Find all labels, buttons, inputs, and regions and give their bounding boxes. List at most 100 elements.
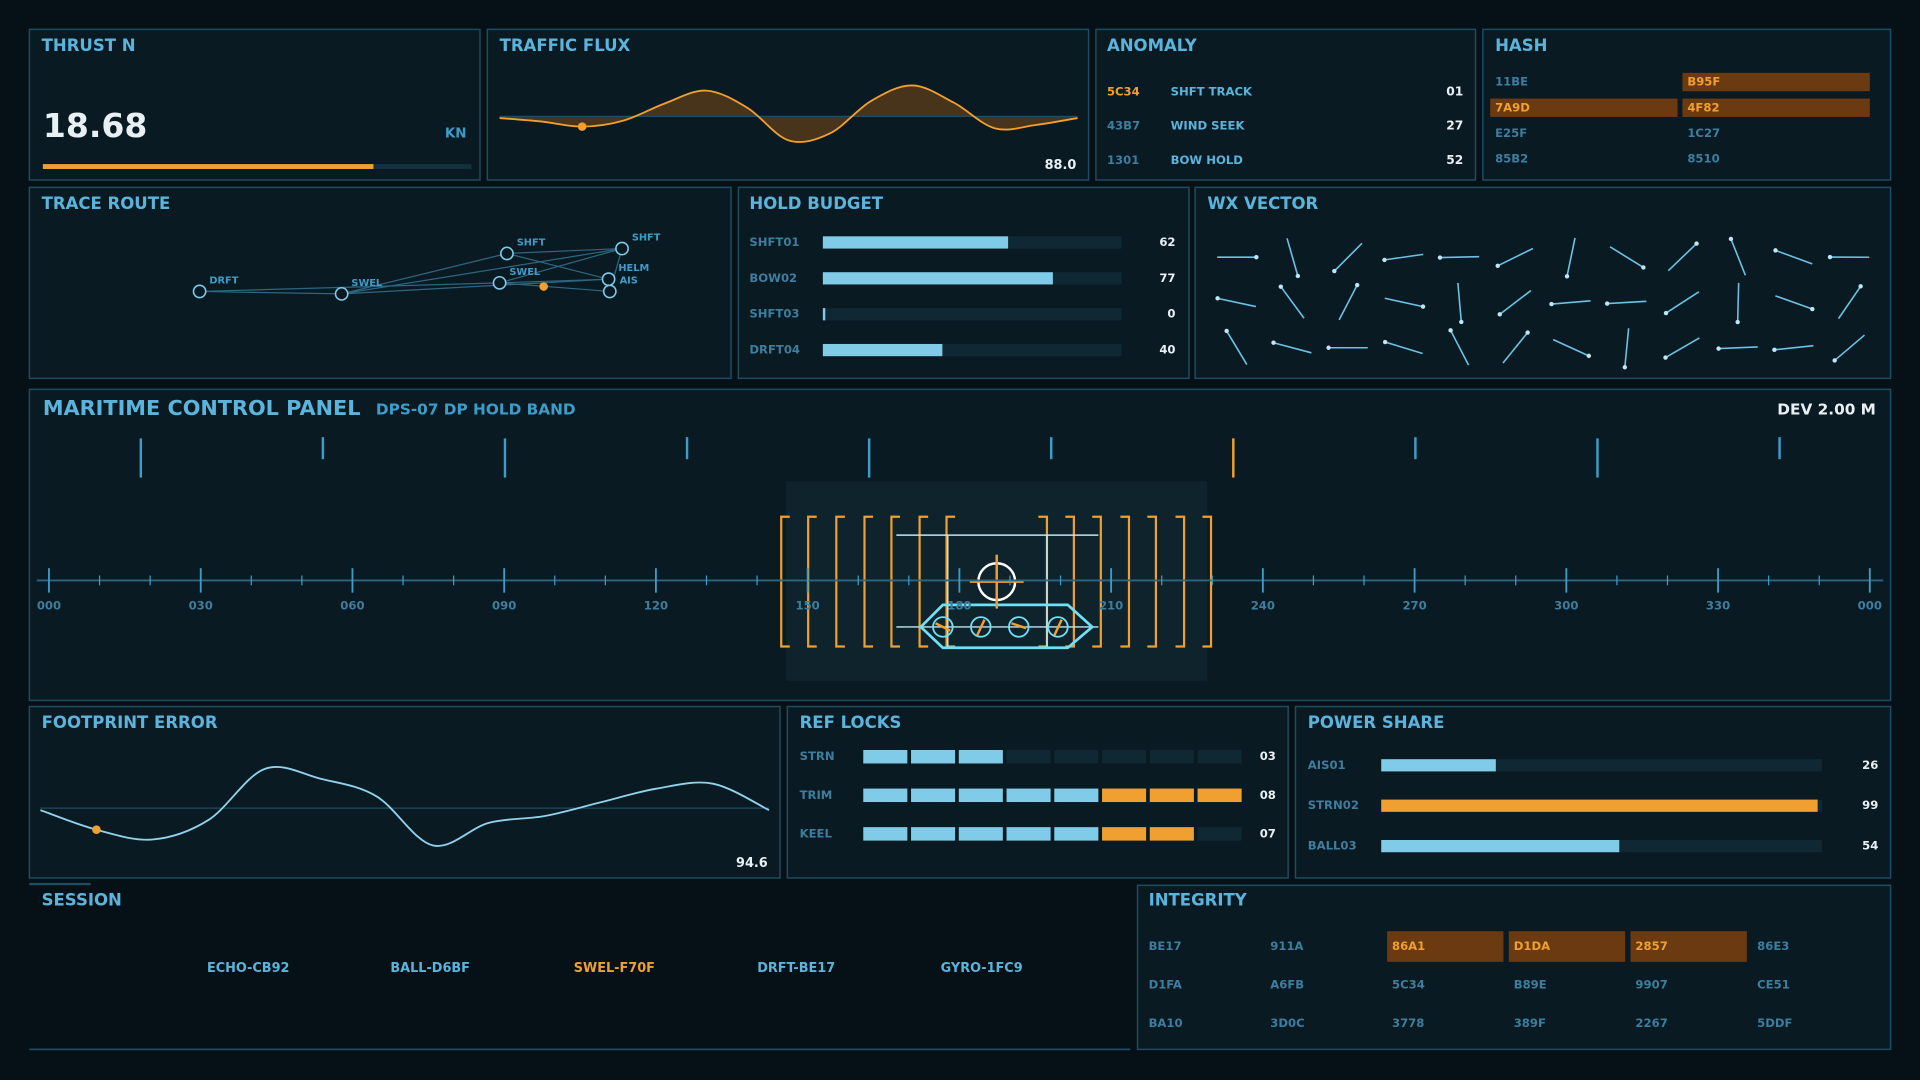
wind-vector bbox=[1665, 337, 1700, 359]
wind-vector-head bbox=[1728, 236, 1734, 242]
heading-label: 000 bbox=[1858, 599, 1882, 613]
lock-segment bbox=[1149, 827, 1194, 841]
route-node bbox=[192, 284, 207, 299]
wind-vector-head bbox=[1382, 257, 1387, 263]
hash-highlight bbox=[1490, 98, 1678, 117]
share-value: 99 bbox=[1862, 798, 1878, 812]
share-label: AIS01 bbox=[1308, 758, 1346, 772]
wind-vector bbox=[1667, 243, 1698, 272]
wind-vector-head bbox=[1420, 304, 1426, 309]
integrity-cell: 3778 bbox=[1392, 1016, 1424, 1030]
wind-vector-head bbox=[1716, 346, 1721, 351]
wind-vector bbox=[1273, 341, 1312, 354]
anomaly-code: 5C34 bbox=[1107, 84, 1140, 98]
hash-highlight bbox=[1682, 72, 1870, 92]
wind-vector-head bbox=[1827, 254, 1833, 260]
lock-segment bbox=[911, 750, 956, 764]
anomaly-value: 52 bbox=[1446, 153, 1463, 167]
route-edge bbox=[506, 247, 623, 255]
panel-title: ANOMALY bbox=[1107, 36, 1198, 55]
hash-cell: E25F bbox=[1495, 126, 1527, 140]
route-edge bbox=[199, 282, 500, 293]
route-node bbox=[615, 241, 629, 256]
lock-segment bbox=[1102, 788, 1147, 803]
wind-vector-head bbox=[1437, 255, 1443, 260]
route-label: SWEL bbox=[351, 278, 382, 289]
route-label: SWEL bbox=[509, 267, 540, 278]
bracket bbox=[863, 515, 874, 648]
panel-title: HASH bbox=[1495, 36, 1547, 55]
wind-vector-head bbox=[1564, 274, 1570, 279]
route-label: DRFT bbox=[209, 275, 238, 286]
wind-vector-head bbox=[1295, 273, 1301, 279]
thrust-value: 18.68 bbox=[43, 106, 148, 145]
bracket bbox=[918, 515, 929, 648]
route-label: SHFT bbox=[517, 237, 546, 248]
bracket bbox=[890, 515, 900, 648]
integrity-cell: CE51 bbox=[1757, 978, 1790, 992]
readout: 94.6 bbox=[736, 856, 768, 871]
panel-title: REF LOCKS bbox=[800, 713, 902, 732]
lock-value: 07 bbox=[1260, 826, 1276, 840]
hash-cell: 8510 bbox=[1687, 152, 1719, 166]
share-label: BALL03 bbox=[1308, 839, 1357, 853]
wx-vector-panel bbox=[1194, 186, 1892, 380]
wind-vector bbox=[1225, 330, 1248, 365]
wind-vector-head bbox=[1586, 353, 1592, 359]
integrity-panel bbox=[1136, 884, 1892, 1051]
route-label: AIS bbox=[620, 275, 638, 286]
wind-vector bbox=[1286, 238, 1299, 277]
wind-vector bbox=[1718, 346, 1758, 350]
wind-vector-head bbox=[1326, 345, 1331, 350]
bar-value: 62 bbox=[1159, 235, 1175, 249]
panel-title: HOLD BUDGET bbox=[749, 194, 883, 213]
integrity-highlight bbox=[1630, 931, 1747, 962]
integrity-cell: 5C34 bbox=[1392, 978, 1425, 992]
bar bbox=[822, 272, 1053, 285]
wind-vector-head bbox=[1495, 263, 1500, 268]
share-value: 26 bbox=[1862, 758, 1878, 772]
anomaly-panel bbox=[1095, 28, 1477, 181]
integrity-cell: 2267 bbox=[1635, 1016, 1667, 1030]
hash-cell: 85B2 bbox=[1495, 152, 1528, 166]
lock-segment bbox=[958, 827, 1003, 841]
lock-segment bbox=[1054, 827, 1099, 841]
session-item: DRFT-BE17 bbox=[757, 961, 835, 976]
wind-vector bbox=[1280, 286, 1305, 319]
heading-label: 120 bbox=[644, 599, 668, 613]
wind-vector bbox=[1439, 255, 1480, 259]
wind-vector bbox=[1497, 247, 1534, 267]
wind-vector-head bbox=[1735, 319, 1740, 325]
wind-vector bbox=[1502, 332, 1529, 364]
wind-vector bbox=[1499, 289, 1532, 315]
route-node bbox=[601, 272, 616, 287]
panel-title: WX VECTOR bbox=[1207, 194, 1318, 213]
integrity-cell: 911A bbox=[1270, 939, 1303, 953]
integrity-highlight bbox=[1508, 931, 1626, 962]
wind-vector-head bbox=[1497, 312, 1502, 317]
lock-segment bbox=[1006, 788, 1051, 803]
wind-vector bbox=[1457, 282, 1463, 323]
bar-value: 0 bbox=[1167, 307, 1175, 321]
bar-track bbox=[822, 308, 1122, 321]
wind-vector-head bbox=[1604, 301, 1610, 306]
wind-vector bbox=[1551, 300, 1591, 305]
integrity-cell: 3D0C bbox=[1270, 1016, 1304, 1030]
readout: 88.0 bbox=[1045, 158, 1077, 173]
lock-segment-empty bbox=[1102, 750, 1147, 764]
route-edge bbox=[341, 252, 508, 295]
wind-vector-head bbox=[1525, 330, 1530, 335]
integrity-cell: A6FB bbox=[1270, 978, 1304, 992]
wind-vector bbox=[1665, 291, 1700, 314]
bar-label: BOW02 bbox=[749, 271, 797, 285]
lock-label: KEEL bbox=[800, 826, 833, 840]
heading-label: 240 bbox=[1251, 599, 1275, 613]
control-title: MARITIME CONTROL PANEL bbox=[43, 396, 361, 420]
anomaly-code: 43B7 bbox=[1107, 119, 1140, 133]
panel-title: POWER SHARE bbox=[1308, 713, 1445, 732]
route-node bbox=[492, 275, 507, 290]
wind-vector-head bbox=[1694, 241, 1699, 246]
hash-highlight bbox=[1682, 98, 1870, 117]
wind-vector-head bbox=[1549, 301, 1554, 307]
wind-vector-head bbox=[1459, 319, 1464, 325]
